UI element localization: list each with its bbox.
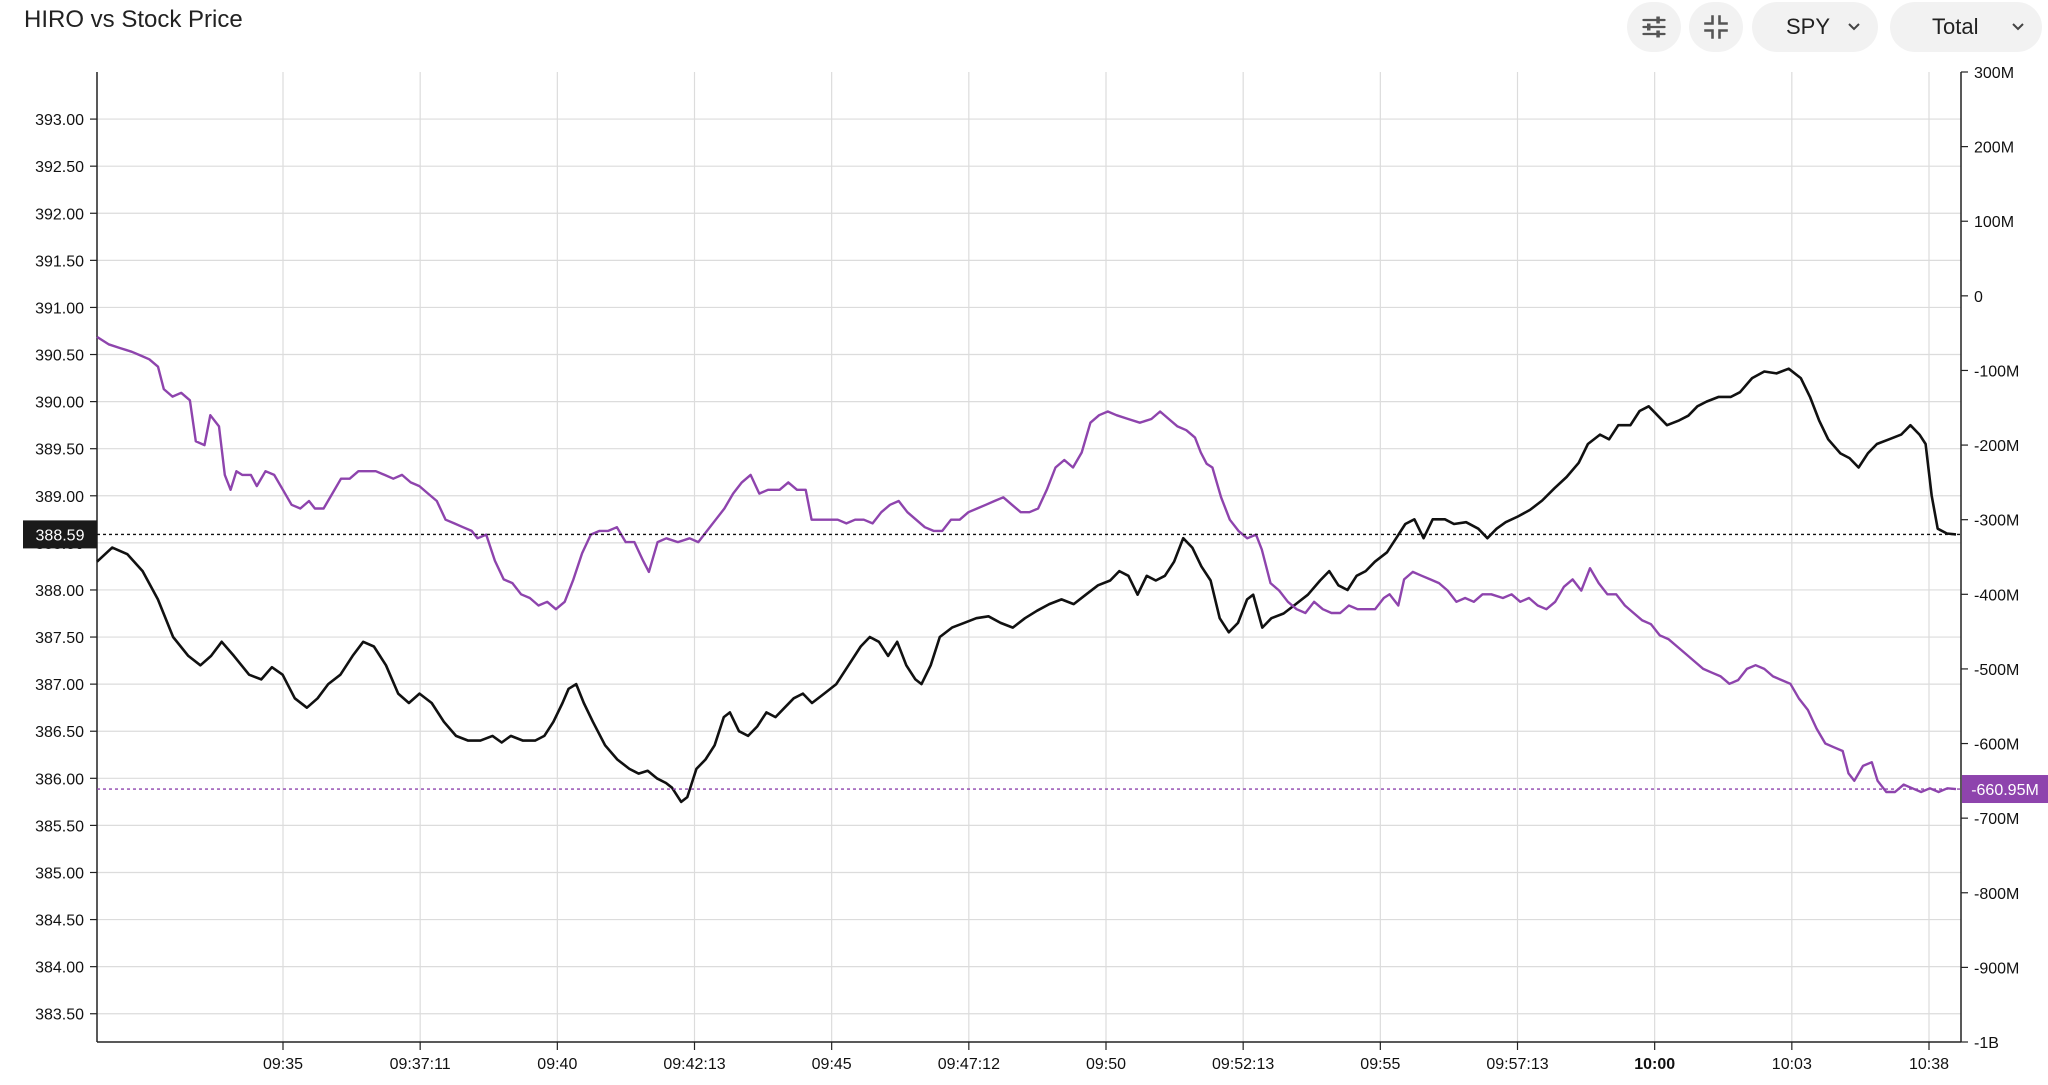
x-tick-label: 10:00 <box>1634 1056 1675 1073</box>
mode-select[interactable]: Total <box>1890 2 2042 52</box>
y-left-tick-label: 387.00 <box>35 677 84 694</box>
y-right-tick-label: -900M <box>1974 960 2019 977</box>
mode-select-value: Total <box>1932 14 1979 39</box>
x-axis-ticks: 09:35 09:37:11 09:40 09:42:13 09:45 09:47:12 0… <box>263 1042 1949 1073</box>
sliders-icon <box>1642 16 1666 38</box>
chevron-down-icon <box>1848 23 1860 31</box>
y-right-tick-label: 300M <box>1974 65 2014 82</box>
y-left-tick-label: 384.50 <box>35 913 84 930</box>
x-tick-label: 09:57:13 <box>1486 1056 1548 1073</box>
hiro-last-value-label: -660.95M <box>1971 782 2039 799</box>
right-y-axis-ticks: 300M 200M 100M 0 -100M -200M -300M -400M -500M -6… <box>1961 65 2019 1052</box>
chart-settings-button[interactable] <box>1627 2 1681 52</box>
symbol-select[interactable]: SPY <box>1752 2 1878 52</box>
x-tick-label: 09:35 <box>263 1056 303 1073</box>
y-left-tick-label: 389.00 <box>35 489 84 506</box>
x-tick-label: 09:50 <box>1086 1056 1126 1073</box>
y-right-tick-label: -200M <box>1974 438 2019 455</box>
hiro-last-value-badge <box>1962 775 2048 804</box>
y-right-tick-label: -700M <box>1974 811 2019 828</box>
price-last-value-badge <box>23 520 97 549</box>
y-right-tick-label: -1B <box>1974 1035 1999 1052</box>
y-left-tick-label: 386.50 <box>35 724 84 741</box>
y-left-tick-label: 392.00 <box>35 206 84 223</box>
y-left-tick-label: 385.50 <box>35 818 84 835</box>
y-right-tick-label: -500M <box>1974 662 2019 679</box>
y-right-tick-label: -300M <box>1974 513 2019 530</box>
left-y-axis-ticks: 393.00 392.50 392.00 391.50 391.00 390.50 390.… <box>35 112 97 1024</box>
x-tick-label: 09:40 <box>537 1056 577 1073</box>
y-right-tick-label: -400M <box>1974 587 2019 604</box>
y-right-tick-label: 200M <box>1974 140 2014 157</box>
y-left-tick-label: 386.00 <box>35 771 84 788</box>
y-left-tick-label: 383.50 <box>35 1007 84 1024</box>
x-tick-label: 09:45 <box>812 1056 852 1073</box>
y-left-tick-label: 391.00 <box>35 300 84 317</box>
y-right-tick-label: 0 <box>1974 289 1983 306</box>
y-right-tick-label: -600M <box>1974 737 2019 754</box>
collapse-chart-button[interactable] <box>1689 2 1743 52</box>
price-last-value-label: 388.59 <box>36 527 85 544</box>
y-left-tick-label: 389.50 <box>35 442 84 459</box>
y-left-tick-label: 384.00 <box>35 960 84 977</box>
y-left-tick-label: 385.00 <box>35 865 84 882</box>
y-left-tick-label: 390.50 <box>35 348 84 365</box>
y-left-tick-label: 391.50 <box>35 253 84 270</box>
y-left-tick-label: 388.00 <box>35 583 84 600</box>
collapse-icon <box>1704 15 1728 39</box>
y-right-tick-label: 100M <box>1974 214 2014 231</box>
page-title: HIRO vs Stock Price <box>24 6 243 33</box>
y-left-tick-label: 392.50 <box>35 159 84 176</box>
chart-grid <box>97 72 1961 1042</box>
last-value-markers: 388.59 -660.95M <box>23 520 2048 804</box>
chevron-down-icon <box>2012 23 2024 31</box>
y-left-tick-label: 393.00 <box>35 112 84 129</box>
y-left-tick-label: 387.50 <box>35 630 84 647</box>
price-series-line <box>96 367 1957 804</box>
x-tick-label: 09:42:13 <box>663 1056 725 1073</box>
hiro-series-line <box>96 335 1957 794</box>
x-tick-label: 09:47:12 <box>938 1056 1000 1073</box>
symbol-select-value: SPY <box>1786 14 1831 39</box>
x-tick-label: 09:37:11 <box>390 1056 451 1073</box>
x-tick-label: 09:52:13 <box>1212 1056 1274 1073</box>
chart-series <box>96 335 1957 804</box>
y-right-tick-label: -100M <box>1974 363 2019 380</box>
x-tick-label: 09:55 <box>1360 1056 1400 1073</box>
chart-axes <box>96 72 1962 1043</box>
x-tick-label: 10:38 <box>1909 1056 1949 1073</box>
y-right-tick-label: -800M <box>1974 886 2019 903</box>
x-tick-label: 10:03 <box>1772 1056 1812 1073</box>
y-left-tick-label: 390.00 <box>35 395 84 412</box>
